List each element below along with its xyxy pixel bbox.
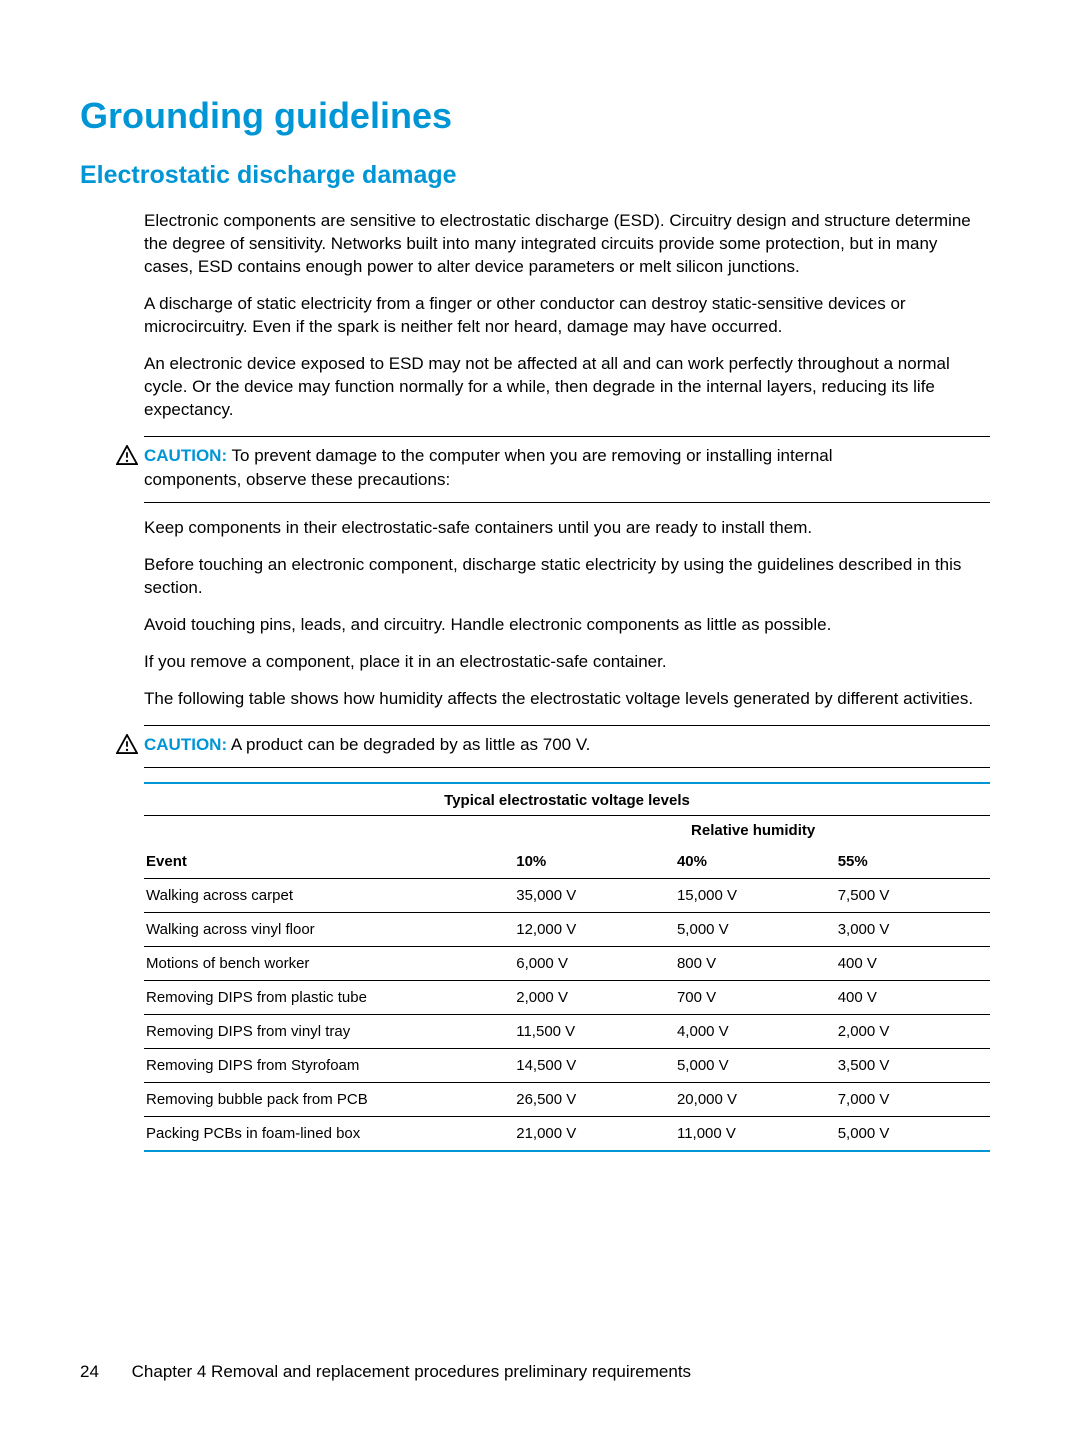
heading-2: Electrostatic discharge damage <box>80 161 990 190</box>
body-text: Electronic components are sensitive to e… <box>144 210 990 768</box>
chapter-title: Chapter 4 Removal and replacement proced… <box>132 1362 691 1381</box>
paragraph: If you remove a component, place it in a… <box>144 651 990 674</box>
table-cell: Removing DIPS from vinyl tray <box>144 1014 516 1048</box>
table-cell: 800 V <box>677 946 838 980</box>
column-header: 40% <box>677 845 838 879</box>
table-cell: 400 V <box>838 980 990 1014</box>
table-row: Removing DIPS from vinyl tray11,500 V4,0… <box>144 1014 990 1048</box>
table-cell: 5,000 V <box>677 912 838 946</box>
table-cell: 14,500 V <box>516 1048 677 1082</box>
caution-text: To prevent damage to the computer when y… <box>232 446 833 465</box>
table-cell: 700 V <box>677 980 838 1014</box>
paragraph: A discharge of static electricity from a… <box>144 293 990 339</box>
table-cell: Walking across vinyl floor <box>144 912 516 946</box>
table-cell: 3,000 V <box>838 912 990 946</box>
caution-text: A product can be degraded by as little a… <box>231 735 590 754</box>
paragraph: Avoid touching pins, leads, and circuitr… <box>144 614 990 637</box>
table-cell: 4,000 V <box>677 1014 838 1048</box>
table-cell: 400 V <box>838 946 990 980</box>
table-title: Typical electrostatic voltage levels <box>144 783 990 816</box>
table-cell: Removing DIPS from plastic tube <box>144 980 516 1014</box>
table-row: Removing DIPS from plastic tube2,000 V70… <box>144 980 990 1014</box>
table-row: Removing DIPS from Styrofoam14,500 V5,00… <box>144 1048 990 1082</box>
table-cell: 11,500 V <box>516 1014 677 1048</box>
table-row: Removing bubble pack from PCB26,500 V20,… <box>144 1082 990 1116</box>
caution-label: CAUTION: <box>144 735 227 754</box>
table-cell: 21,000 V <box>516 1116 677 1150</box>
heading-1: Grounding guidelines <box>80 95 990 137</box>
table-cell: 6,000 V <box>516 946 677 980</box>
page-number: 24 <box>80 1362 99 1382</box>
caution-label: CAUTION: <box>144 446 227 465</box>
table-cell: Removing DIPS from Styrofoam <box>144 1048 516 1082</box>
page-footer: 24 Chapter 4 Removal and replacement pro… <box>80 1362 691 1382</box>
table-header-row: Event 10% 40% 55% <box>144 845 990 879</box>
column-header: 55% <box>838 845 990 879</box>
page-content: Grounding guidelines Electrostatic disch… <box>0 0 1080 1152</box>
table-cell: 5,000 V <box>677 1048 838 1082</box>
table-cell: 5,000 V <box>838 1116 990 1150</box>
paragraph: Electronic components are sensitive to e… <box>144 210 990 279</box>
caution-text: components, observe these precautions: <box>144 469 990 492</box>
table-subhead: Relative humidity <box>516 815 990 845</box>
warning-triangle-icon <box>116 734 138 754</box>
column-header: 10% <box>516 845 677 879</box>
table-cell: 12,000 V <box>516 912 677 946</box>
paragraph: An electronic device exposed to ESD may … <box>144 353 990 422</box>
voltage-table: Typical electrostatic voltage levels Rel… <box>144 782 990 1152</box>
table-cell: 15,000 V <box>677 878 838 912</box>
table-row: Motions of bench worker6,000 V800 V400 V <box>144 946 990 980</box>
paragraph: Before touching an electronic component,… <box>144 554 990 600</box>
paragraph: Keep components in their electrostatic-s… <box>144 517 990 540</box>
table-cell: Motions of bench worker <box>144 946 516 980</box>
table-cell: 7,000 V <box>838 1082 990 1116</box>
caution-block: CAUTION: A product can be degraded by as… <box>144 725 990 768</box>
column-header: Event <box>144 845 516 879</box>
table-cell: 7,500 V <box>838 878 990 912</box>
caution-block: CAUTION: To prevent damage to the comput… <box>144 436 990 504</box>
table-cell: Removing bubble pack from PCB <box>144 1082 516 1116</box>
table-cell: Walking across carpet <box>144 878 516 912</box>
warning-triangle-icon <box>116 445 138 465</box>
table-cell: 11,000 V <box>677 1116 838 1150</box>
table-row: Packing PCBs in foam-lined box21,000 V11… <box>144 1116 990 1150</box>
table-cell: 2,000 V <box>516 980 677 1014</box>
table-bottom-rule <box>144 1150 990 1151</box>
table-cell: 26,500 V <box>516 1082 677 1116</box>
table-cell: 20,000 V <box>677 1082 838 1116</box>
table-cell: 35,000 V <box>516 878 677 912</box>
table-cell: 3,500 V <box>838 1048 990 1082</box>
table-cell: Packing PCBs in foam-lined box <box>144 1116 516 1150</box>
table-row: Walking across carpet35,000 V15,000 V7,5… <box>144 878 990 912</box>
table-row: Walking across vinyl floor12,000 V5,000 … <box>144 912 990 946</box>
table-title-row: Typical electrostatic voltage levels <box>144 783 990 816</box>
paragraph: The following table shows how humidity a… <box>144 688 990 711</box>
table-subhead-row: Relative humidity <box>144 815 990 845</box>
table-cell: 2,000 V <box>838 1014 990 1048</box>
